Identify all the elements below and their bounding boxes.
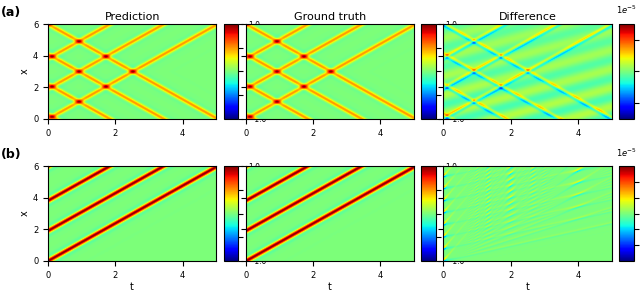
Y-axis label: x: x bbox=[20, 68, 30, 74]
Text: $1e^{-5}$: $1e^{-5}$ bbox=[616, 4, 637, 16]
Y-axis label: x: x bbox=[20, 211, 30, 217]
Text: $1e^{-5}$: $1e^{-5}$ bbox=[616, 146, 637, 159]
Text: (b): (b) bbox=[1, 148, 22, 161]
Title: Difference: Difference bbox=[499, 12, 556, 22]
Title: Prediction: Prediction bbox=[104, 12, 160, 22]
X-axis label: t: t bbox=[328, 283, 332, 292]
X-axis label: t: t bbox=[525, 283, 529, 292]
X-axis label: t: t bbox=[130, 283, 134, 292]
Text: (a): (a) bbox=[1, 6, 21, 19]
Title: Ground truth: Ground truth bbox=[294, 12, 366, 22]
